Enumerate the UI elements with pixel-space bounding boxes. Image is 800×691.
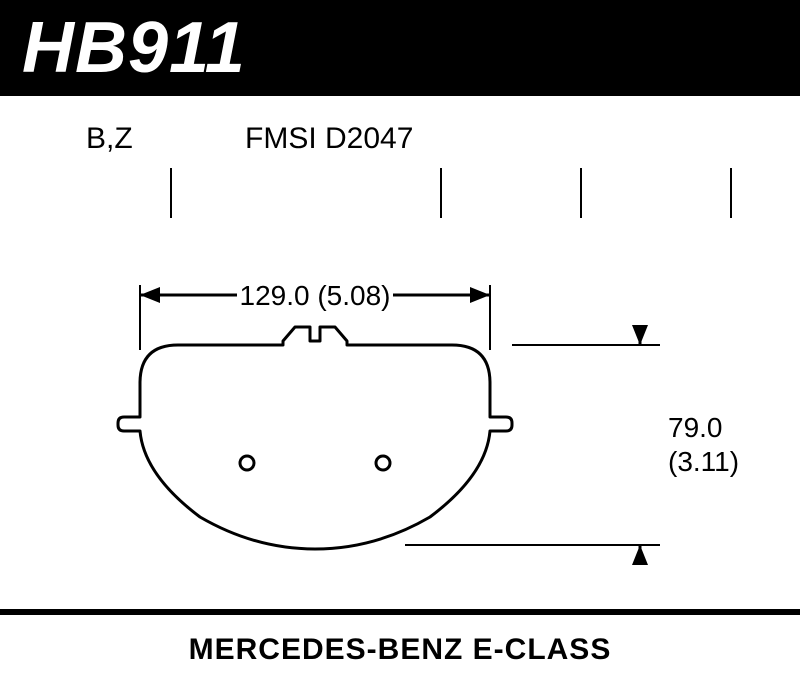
svg-text:129.0 (5.08): 129.0 (5.08) <box>240 280 391 311</box>
compounds-code: B,Z <box>86 122 133 156</box>
part-number: HB911 <box>22 7 246 89</box>
tick-row <box>0 168 800 228</box>
svg-text:79.0: 79.0 <box>668 412 723 443</box>
svg-text:(3.11): (3.11) <box>668 446 739 477</box>
footer-rule <box>0 609 800 615</box>
header-band: HB911 <box>0 0 800 96</box>
fmsi-code: FMSI D2047 <box>245 122 413 156</box>
tick-mark <box>730 168 732 218</box>
spec-row: B,Z FMSI D2047 <box>0 122 800 162</box>
tick-mark <box>440 168 442 218</box>
brake-pad-diagram: 129.0 (5.08) 79.0(3.11) <box>0 250 800 580</box>
vehicle-label: MERCEDES-BENZ E-CLASS <box>0 633 800 667</box>
diagram-area: 129.0 (5.08) 79.0(3.11) <box>0 250 800 580</box>
tick-mark <box>170 168 172 218</box>
tick-mark <box>580 168 582 218</box>
